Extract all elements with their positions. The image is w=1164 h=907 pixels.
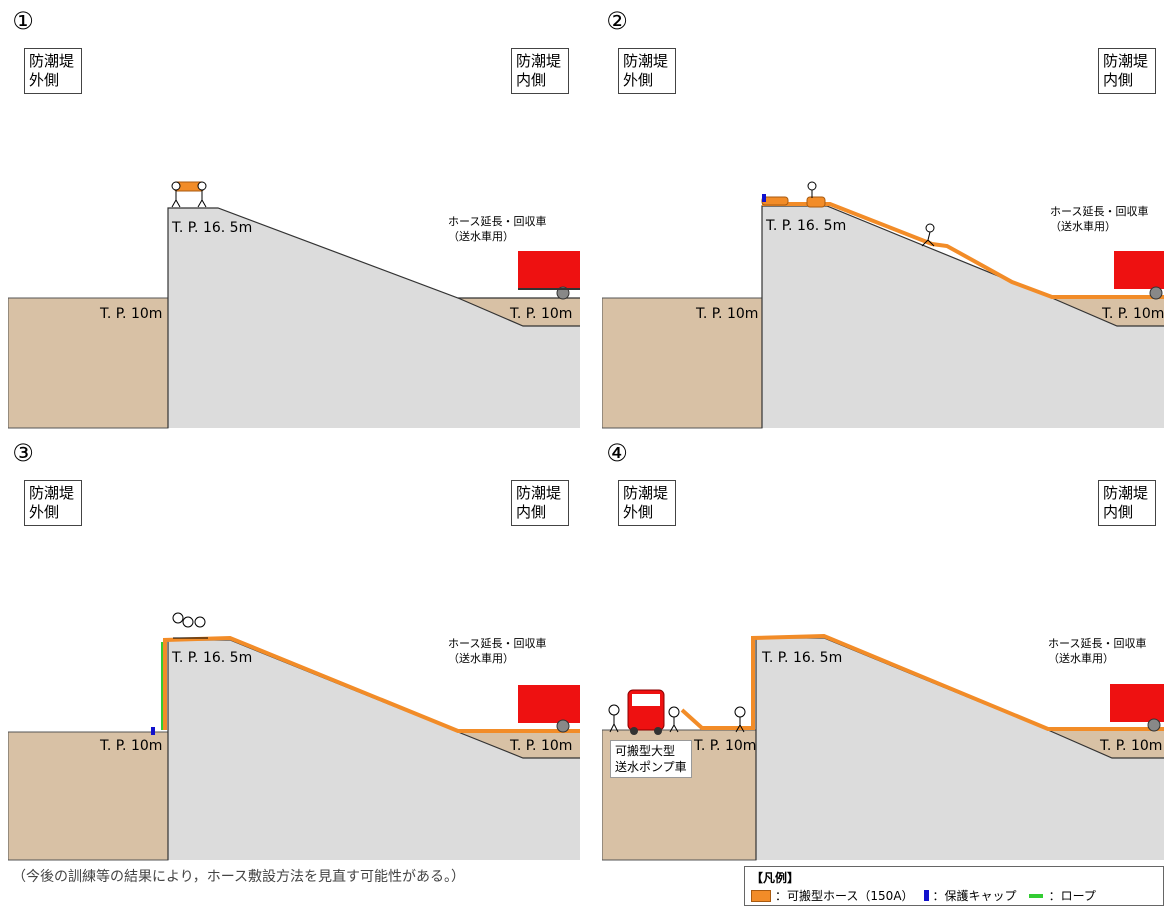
- worker-icon: [921, 223, 935, 247]
- panel-number: ③: [12, 439, 34, 467]
- top-level-label: T. P. 16. 5m: [766, 218, 847, 234]
- low-level-left-label: T. P. 10m: [696, 306, 759, 322]
- inner-ground: [458, 732, 580, 758]
- cap-icon: [151, 727, 155, 735]
- outer-side-label: 防潮堤 外側: [618, 48, 676, 94]
- low-level-right-label: T. P. 10m: [1100, 738, 1163, 754]
- hose-line: [163, 635, 580, 733]
- panel-4: ④ 防潮堤 外側 防潮堤 内側 T. P. 16. 5m T. P. 10m T…: [602, 432, 1164, 862]
- low-level-left-label: T. P. 10m: [100, 738, 163, 754]
- panel-number: ①: [12, 7, 34, 35]
- outer-side-label: 防潮堤 外側: [618, 480, 676, 526]
- worker-icon: [734, 706, 746, 733]
- embankment: [762, 206, 1164, 428]
- hose-line: [762, 202, 1164, 299]
- legend-separator: ：: [932, 889, 945, 903]
- pump-truck-icon: [627, 689, 665, 735]
- hose-truck-icon: [1110, 684, 1164, 732]
- top-level-label: T. P. 16. 5m: [172, 220, 253, 236]
- legend-separator: ：: [1048, 889, 1061, 903]
- worker-icon: [807, 181, 817, 198]
- panel-number: ④: [606, 439, 628, 467]
- truck-label: ホース延長・回収車 （送水車用）: [448, 215, 547, 243]
- low-level-right-label: T. P. 10m: [510, 306, 573, 322]
- hose-swatch-icon: [751, 889, 771, 902]
- truck-label: ホース延長・回収車 （送水車用）: [1050, 205, 1149, 233]
- panel-number: ②: [606, 7, 628, 35]
- top-level-label: T. P. 16. 5m: [762, 650, 843, 666]
- inner-ground-outline: [457, 297, 580, 327]
- hose-truck-icon: [518, 685, 580, 733]
- inner-ground-outline: [1047, 729, 1164, 759]
- inner-ground: [458, 298, 580, 326]
- outer-side-label: 防潮堤 外側: [24, 480, 82, 526]
- inner-side-label: 防潮堤 内側: [1098, 480, 1156, 526]
- panel-3-drawing: [8, 612, 580, 861]
- embankment: [168, 208, 580, 428]
- low-level-left-label: T. P. 10m: [100, 306, 163, 322]
- pump-truck-label: 可搬型大型 送水ポンプ車: [610, 740, 692, 778]
- hose-line: [680, 633, 1164, 731]
- rope-swatch-icon: [1028, 893, 1043, 898]
- legend-separator: ：: [775, 889, 788, 903]
- inner-ground: [1048, 730, 1164, 758]
- legend-hose-label: 可搬型ホース（150A）: [787, 889, 914, 903]
- embankment: [168, 640, 580, 860]
- worker-icon: [668, 706, 680, 733]
- truck-label: ホース延長・回収車 （送水車用）: [448, 637, 547, 665]
- legend-row: ： 可搬型ホース（150A） ： 保護キャップ ： ロープ: [751, 887, 1102, 904]
- low-level-left-label: T. P. 10m: [694, 738, 757, 754]
- panel-3: ③ 防潮堤 外側 防潮堤 内側 T. P. 16. 5m T. P. 10m T…: [8, 432, 580, 862]
- hose-truck-icon: [1114, 251, 1164, 300]
- workers-carrying-hose-icon: [171, 181, 207, 208]
- inner-side-label: 防潮堤 内側: [511, 480, 569, 526]
- inner-ground: [1052, 298, 1164, 326]
- low-level-right-label: T. P. 10m: [1102, 306, 1164, 322]
- workers-group-icon: [172, 612, 208, 639]
- legend: 【凡例】 ： 可搬型ホース（150A） ： 保護キャップ ： ロープ: [744, 866, 1164, 906]
- inner-side-label: 防潮堤 内側: [511, 48, 569, 94]
- footnote: （今後の訓練等の結果により，ホース敷設方法を見直す可能性がある。）: [12, 869, 466, 885]
- truck-label: ホース延長・回収車 （送水車用）: [1048, 637, 1147, 665]
- worker-icon: [608, 704, 620, 733]
- hose-coil-icon: [806, 196, 826, 208]
- legend-cap-label: 保護キャップ: [944, 889, 1017, 903]
- outer-side-label: 防潮堤 外側: [24, 48, 82, 94]
- inner-ground-outline: [457, 731, 580, 759]
- inner-side-label: 防潮堤 内側: [1098, 48, 1156, 94]
- outer-ground: [602, 297, 763, 429]
- panel-2-drawing: [602, 181, 1164, 429]
- embankment: [756, 638, 1164, 860]
- legend-title: 【凡例】: [751, 871, 800, 885]
- inner-ground-outline: [1051, 297, 1164, 327]
- hose-truck-icon: [518, 251, 580, 300]
- low-level-right-label: T. P. 10m: [510, 738, 573, 754]
- embankment-outline: [167, 207, 580, 428]
- panel-1: ① 防潮堤 外側 防潮堤 内側 T. P. 16. 5m T. P. 10m T…: [8, 0, 580, 430]
- panel-2: ② 防潮堤 外側 防潮堤 内側 T. P. 16. 5m T. P. 10m T…: [602, 0, 1164, 430]
- cap-icon: [762, 194, 766, 202]
- panel-1-drawing: [8, 181, 580, 429]
- top-level-label: T. P. 16. 5m: [172, 650, 253, 666]
- cap-swatch-icon: [923, 890, 929, 901]
- legend-rope-label: ロープ: [1060, 889, 1096, 903]
- outer-ground: [8, 297, 169, 429]
- outer-ground: [8, 731, 169, 861]
